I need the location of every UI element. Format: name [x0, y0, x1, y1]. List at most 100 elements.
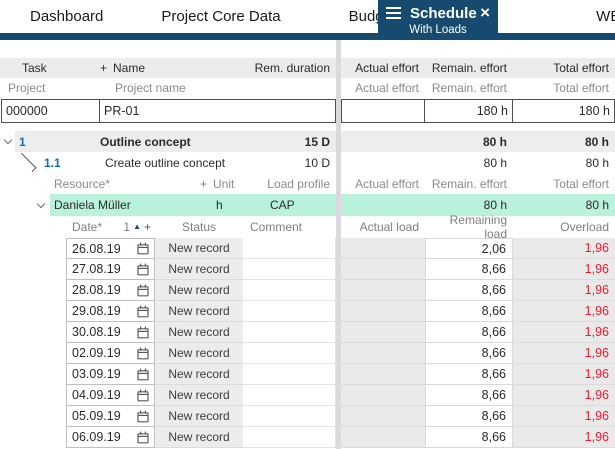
tab-schedule-active[interactable]: Schedule × With Loads	[378, 0, 498, 40]
calendar-icon[interactable]	[137, 326, 149, 339]
actual-load-cell[interactable]	[341, 301, 425, 322]
status-cell[interactable]: New record	[155, 364, 243, 385]
sort-asc-icon[interactable]: ▲	[133, 222, 141, 231]
remaining-load-cell[interactable]: 8,66	[425, 385, 513, 406]
calendar-icon[interactable]	[137, 410, 149, 423]
col-header-total-effort[interactable]: Total effort	[553, 61, 609, 75]
overload-cell: 1,96	[513, 301, 615, 322]
status-cell[interactable]: New record	[155, 259, 243, 280]
remaining-load-cell[interactable]: 8,66	[425, 406, 513, 427]
project-actual-effort-field[interactable]	[341, 99, 425, 123]
project-id-field[interactable]: 000000	[1, 99, 100, 123]
menu-icon[interactable]	[386, 4, 401, 22]
col-header-remain-effort[interactable]: Remain. effort	[431, 61, 507, 75]
comment-cell[interactable]	[243, 427, 336, 448]
date-field[interactable]: 26.08.19	[66, 238, 155, 259]
add-row-icon[interactable]: +	[143, 220, 151, 234]
actual-load-cell[interactable]	[341, 259, 425, 280]
actual-load-cell[interactable]	[341, 385, 425, 406]
col-header-overload[interactable]: Overload	[560, 220, 609, 234]
date-field[interactable]: 27.08.19	[66, 259, 155, 280]
status-cell[interactable]: New record	[155, 427, 243, 448]
status-cell[interactable]: New record	[155, 280, 243, 301]
task-row[interactable]: 1 Outline concept 15 D 80 h 80 h	[0, 131, 615, 152]
remaining-load-cell[interactable]: 2,06	[425, 238, 513, 259]
comment-cell[interactable]	[243, 385, 336, 406]
actual-load-cell[interactable]	[341, 343, 425, 364]
actual-load-cell[interactable]	[341, 364, 425, 385]
remaining-load-cell[interactable]: 8,66	[425, 364, 513, 385]
calendar-icon[interactable]	[137, 368, 149, 381]
add-resource-icon[interactable]: +	[200, 176, 208, 191]
comment-cell[interactable]	[243, 280, 336, 301]
comment-cell[interactable]	[243, 364, 336, 385]
calendar-icon[interactable]	[137, 347, 149, 360]
col-header-resource[interactable]: Resource*	[54, 176, 111, 191]
calendar-icon[interactable]	[137, 389, 149, 402]
actual-load-cell[interactable]	[341, 238, 425, 259]
remaining-load-cell[interactable]: 8,66	[425, 427, 513, 448]
date-field[interactable]: 06.09.19	[66, 427, 155, 448]
comment-cell[interactable]	[243, 322, 336, 343]
task-remain-effort: 80 h	[483, 155, 507, 170]
calendar-icon[interactable]	[137, 431, 149, 444]
status-cell[interactable]: New record	[155, 238, 243, 259]
status-cell[interactable]: New record	[155, 385, 243, 406]
col-header-actual-load[interactable]: Actual load	[359, 220, 419, 234]
date-field[interactable]: 04.09.19	[66, 385, 155, 406]
project-name-field[interactable]: PR-01	[100, 99, 336, 123]
project-remain-effort-field[interactable]: 180 h	[425, 99, 513, 123]
status-cell[interactable]: New record	[155, 301, 243, 322]
date-field[interactable]: 03.09.19	[66, 364, 155, 385]
add-column-icon[interactable]: +	[100, 61, 108, 75]
date-field[interactable]: 05.09.19	[66, 406, 155, 427]
project-row: 000000 PR-01 180 h 180 h	[0, 98, 615, 124]
overload-cell: 1,96	[513, 238, 615, 259]
col-header-name[interactable]: Name	[113, 61, 146, 75]
comment-cell[interactable]	[243, 238, 336, 259]
chevron-down-icon[interactable]	[36, 199, 46, 208]
tab-dashboard[interactable]: Dashboard	[30, 8, 104, 25]
calendar-icon[interactable]	[137, 305, 149, 318]
col-header-date[interactable]: Date*	[72, 220, 103, 234]
col-header-status[interactable]: Status	[181, 220, 217, 234]
col-header-comment[interactable]: Comment	[250, 220, 303, 234]
col-header-unit[interactable]: Unit	[213, 176, 235, 191]
remaining-load-cell[interactable]: 8,66	[425, 301, 513, 322]
task-row[interactable]: 1.1 Create outline concept 10 D 80 h 80 …	[0, 152, 615, 173]
actual-load-cell[interactable]	[341, 427, 425, 448]
comment-cell[interactable]	[243, 406, 336, 427]
actual-load-cell[interactable]	[341, 322, 425, 343]
calendar-icon[interactable]	[137, 242, 149, 255]
date-field[interactable]: 28.08.19	[66, 280, 155, 301]
status-cell[interactable]: New record	[155, 343, 243, 364]
project-total-effort-field[interactable]: 180 h	[513, 99, 615, 123]
col-header-actual-effort[interactable]: Actual effort	[355, 61, 419, 75]
comment-cell[interactable]	[243, 259, 336, 280]
actual-load-cell[interactable]	[341, 406, 425, 427]
status-cell[interactable]: New record	[155, 406, 243, 427]
status-cell[interactable]: New record	[155, 322, 243, 343]
resource-row[interactable]: Daniela Müller h CAP 80 h 80 h	[0, 194, 615, 216]
col-header-task[interactable]: Task	[22, 61, 47, 75]
remaining-load-cell[interactable]: 8,66	[425, 322, 513, 343]
remaining-load-cell[interactable]: 8,66	[425, 259, 513, 280]
calendar-icon[interactable]	[137, 263, 149, 276]
date-field[interactable]: 29.08.19	[66, 301, 155, 322]
col-header-remaining-load[interactable]: Remaining load	[449, 213, 507, 241]
tab-wbs[interactable]: WBS	[596, 8, 615, 25]
date-field[interactable]: 30.08.19	[66, 322, 155, 343]
col-header-load-profile[interactable]: Load profile	[267, 176, 330, 191]
tab-project-core-data[interactable]: Project Core Data	[161, 8, 281, 25]
date-field[interactable]: 02.09.19	[66, 343, 155, 364]
date-value: 29.08.19	[72, 304, 121, 318]
actual-load-cell[interactable]	[341, 280, 425, 301]
close-icon[interactable]: ×	[480, 3, 490, 22]
calendar-icon[interactable]	[137, 284, 149, 297]
remaining-load-cell[interactable]: 8,66	[425, 280, 513, 301]
chevron-down-icon[interactable]	[3, 135, 12, 145]
remaining-load-cell[interactable]: 8,66	[425, 343, 513, 364]
comment-cell[interactable]	[243, 301, 336, 322]
comment-cell[interactable]	[243, 343, 336, 364]
col-header-rem-duration[interactable]: Rem. duration	[254, 61, 330, 75]
